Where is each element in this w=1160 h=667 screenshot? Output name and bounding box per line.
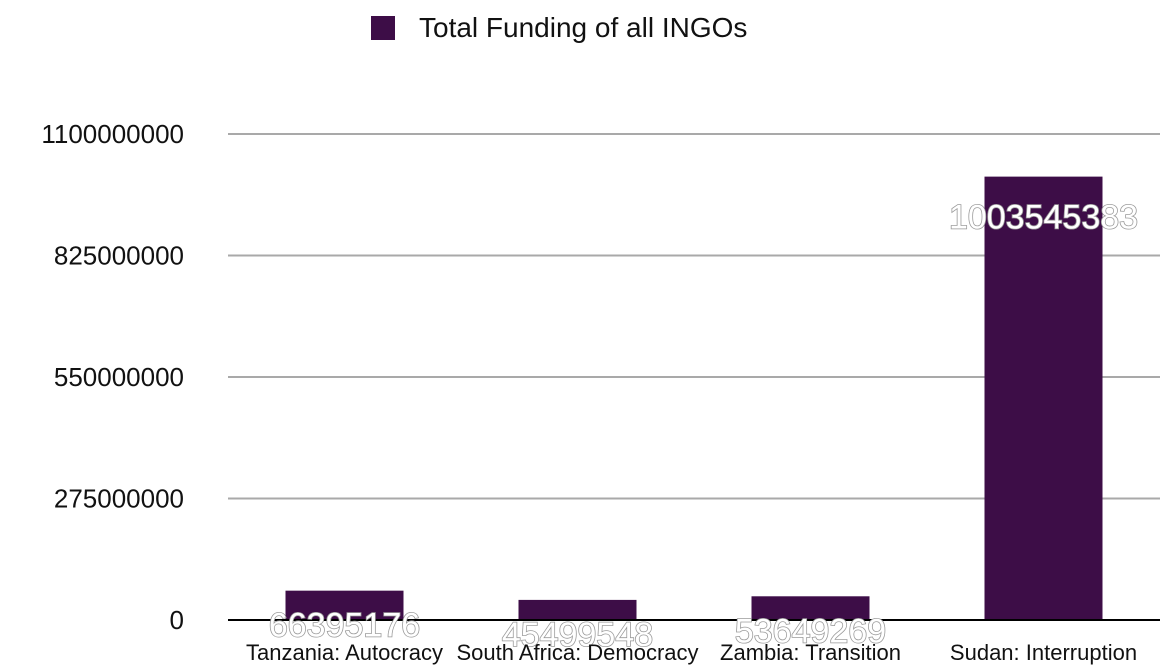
y-tick-label: 825000000 (54, 241, 184, 271)
x-category-label: South Africa: Democracy (456, 640, 698, 665)
data-label: 66395176 (269, 607, 420, 645)
x-category-label: Zambia: Transition (720, 640, 901, 665)
y-tick-label: 275000000 (54, 484, 184, 514)
bar (285, 590, 404, 620)
data-label: 53649269 (735, 612, 886, 650)
bar (518, 599, 637, 620)
data-label: 45499548 (502, 616, 653, 654)
y-tick-label: 1100000000 (41, 119, 184, 149)
y-tick-label: 550000000 (54, 362, 184, 392)
y-tick-label: 0 (170, 605, 184, 635)
bar (984, 176, 1103, 620)
chart-legend: Total Funding of all INGOs (371, 12, 747, 44)
bar (751, 596, 870, 620)
legend-swatch (371, 16, 395, 40)
data-label: 1003545383 (949, 199, 1138, 237)
legend-label: Total Funding of all INGOs (419, 12, 748, 43)
x-category-label: Tanzania: Autocracy (246, 640, 443, 665)
x-category-label: Sudan: Interruption (950, 640, 1137, 665)
